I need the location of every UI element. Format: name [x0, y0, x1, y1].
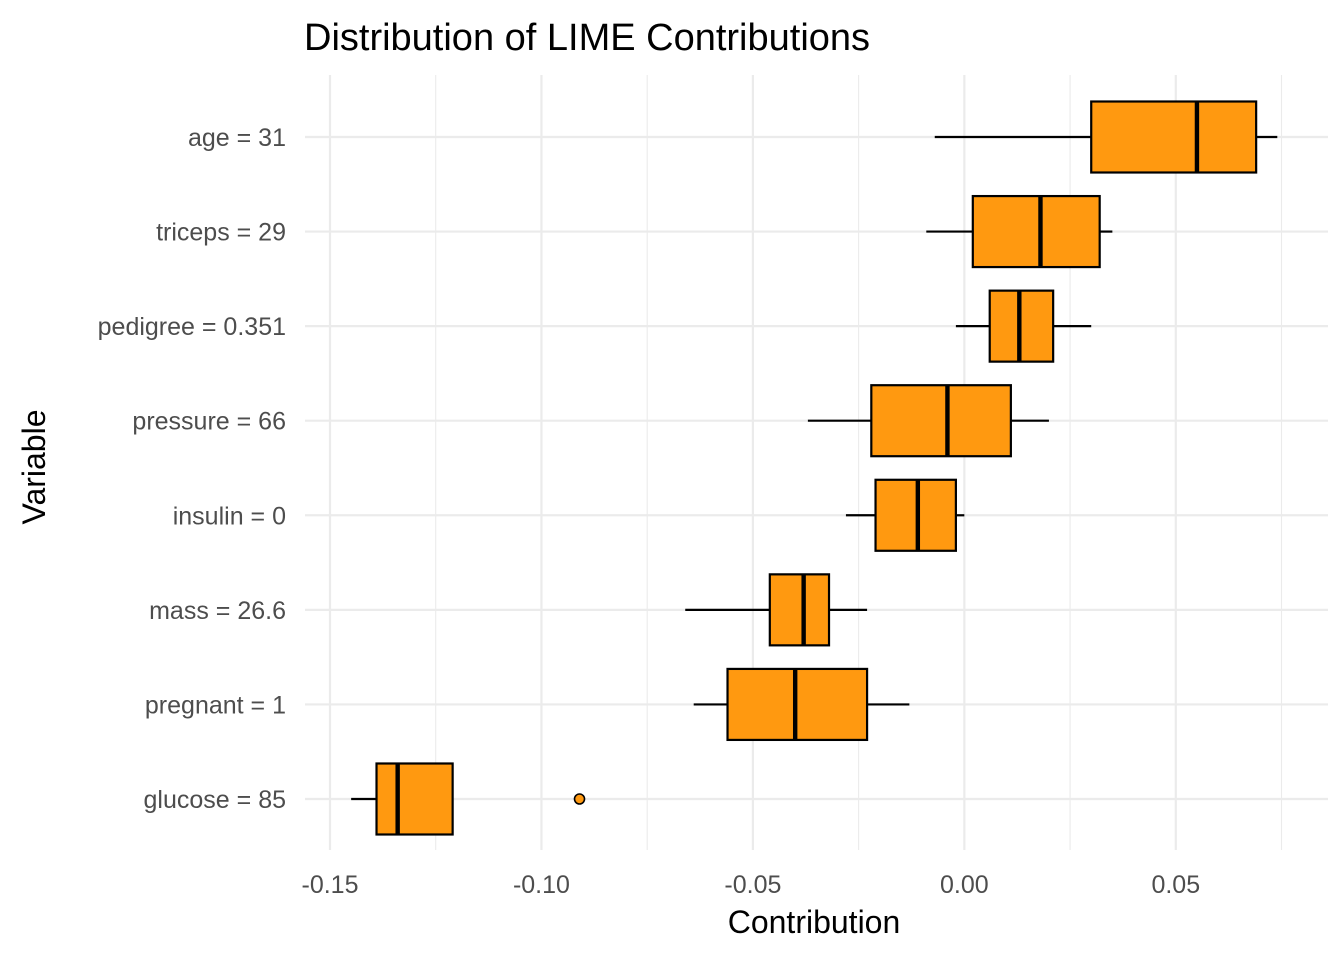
- box-group: [955, 289, 1092, 363]
- box-group: [845, 478, 965, 552]
- x-tick-labels: -0.15 -0.10 -0.05 0.00 0.05: [302, 871, 1201, 899]
- x-tick-label: -0.05: [724, 871, 781, 899]
- x-tick-label: 0.05: [1151, 871, 1200, 899]
- box-group: [926, 194, 1113, 269]
- box-group: [351, 762, 586, 836]
- y-axis-title: Variable: [16, 409, 52, 524]
- chart-title: Distribution of LIME Contributions: [304, 17, 870, 59]
- outlier-point: [573, 793, 586, 805]
- box: [768, 573, 831, 647]
- boxes: [351, 100, 1278, 836]
- y-tick-labels: age = 31 triceps = 29 pedigree = 0.351 pres…: [98, 124, 286, 814]
- y-tick-label: insulin = 0: [173, 502, 286, 530]
- y-tick-label: glucose = 85: [144, 786, 286, 814]
- x-axis-title: Contribution: [728, 904, 901, 940]
- y-tick-label: age = 31: [188, 124, 286, 152]
- box-group: [807, 384, 1049, 458]
- box-group: [685, 573, 868, 647]
- x-tick-label: -0.10: [513, 871, 570, 899]
- box: [375, 762, 454, 836]
- box: [1090, 100, 1258, 174]
- box: [870, 384, 1012, 458]
- y-tick-label: mass = 26.6: [149, 597, 286, 625]
- box-group: [934, 100, 1278, 174]
- box-group: [693, 667, 910, 742]
- y-tick-label: pedigree = 0.351: [98, 313, 286, 341]
- x-tick-label: -0.15: [302, 871, 359, 899]
- y-tick-label: pregnant = 1: [145, 691, 286, 719]
- y-tick-label: pressure = 66: [132, 408, 286, 436]
- y-tick-label: triceps = 29: [156, 219, 286, 247]
- x-tick-label: 0.00: [940, 871, 989, 899]
- box: [971, 194, 1101, 269]
